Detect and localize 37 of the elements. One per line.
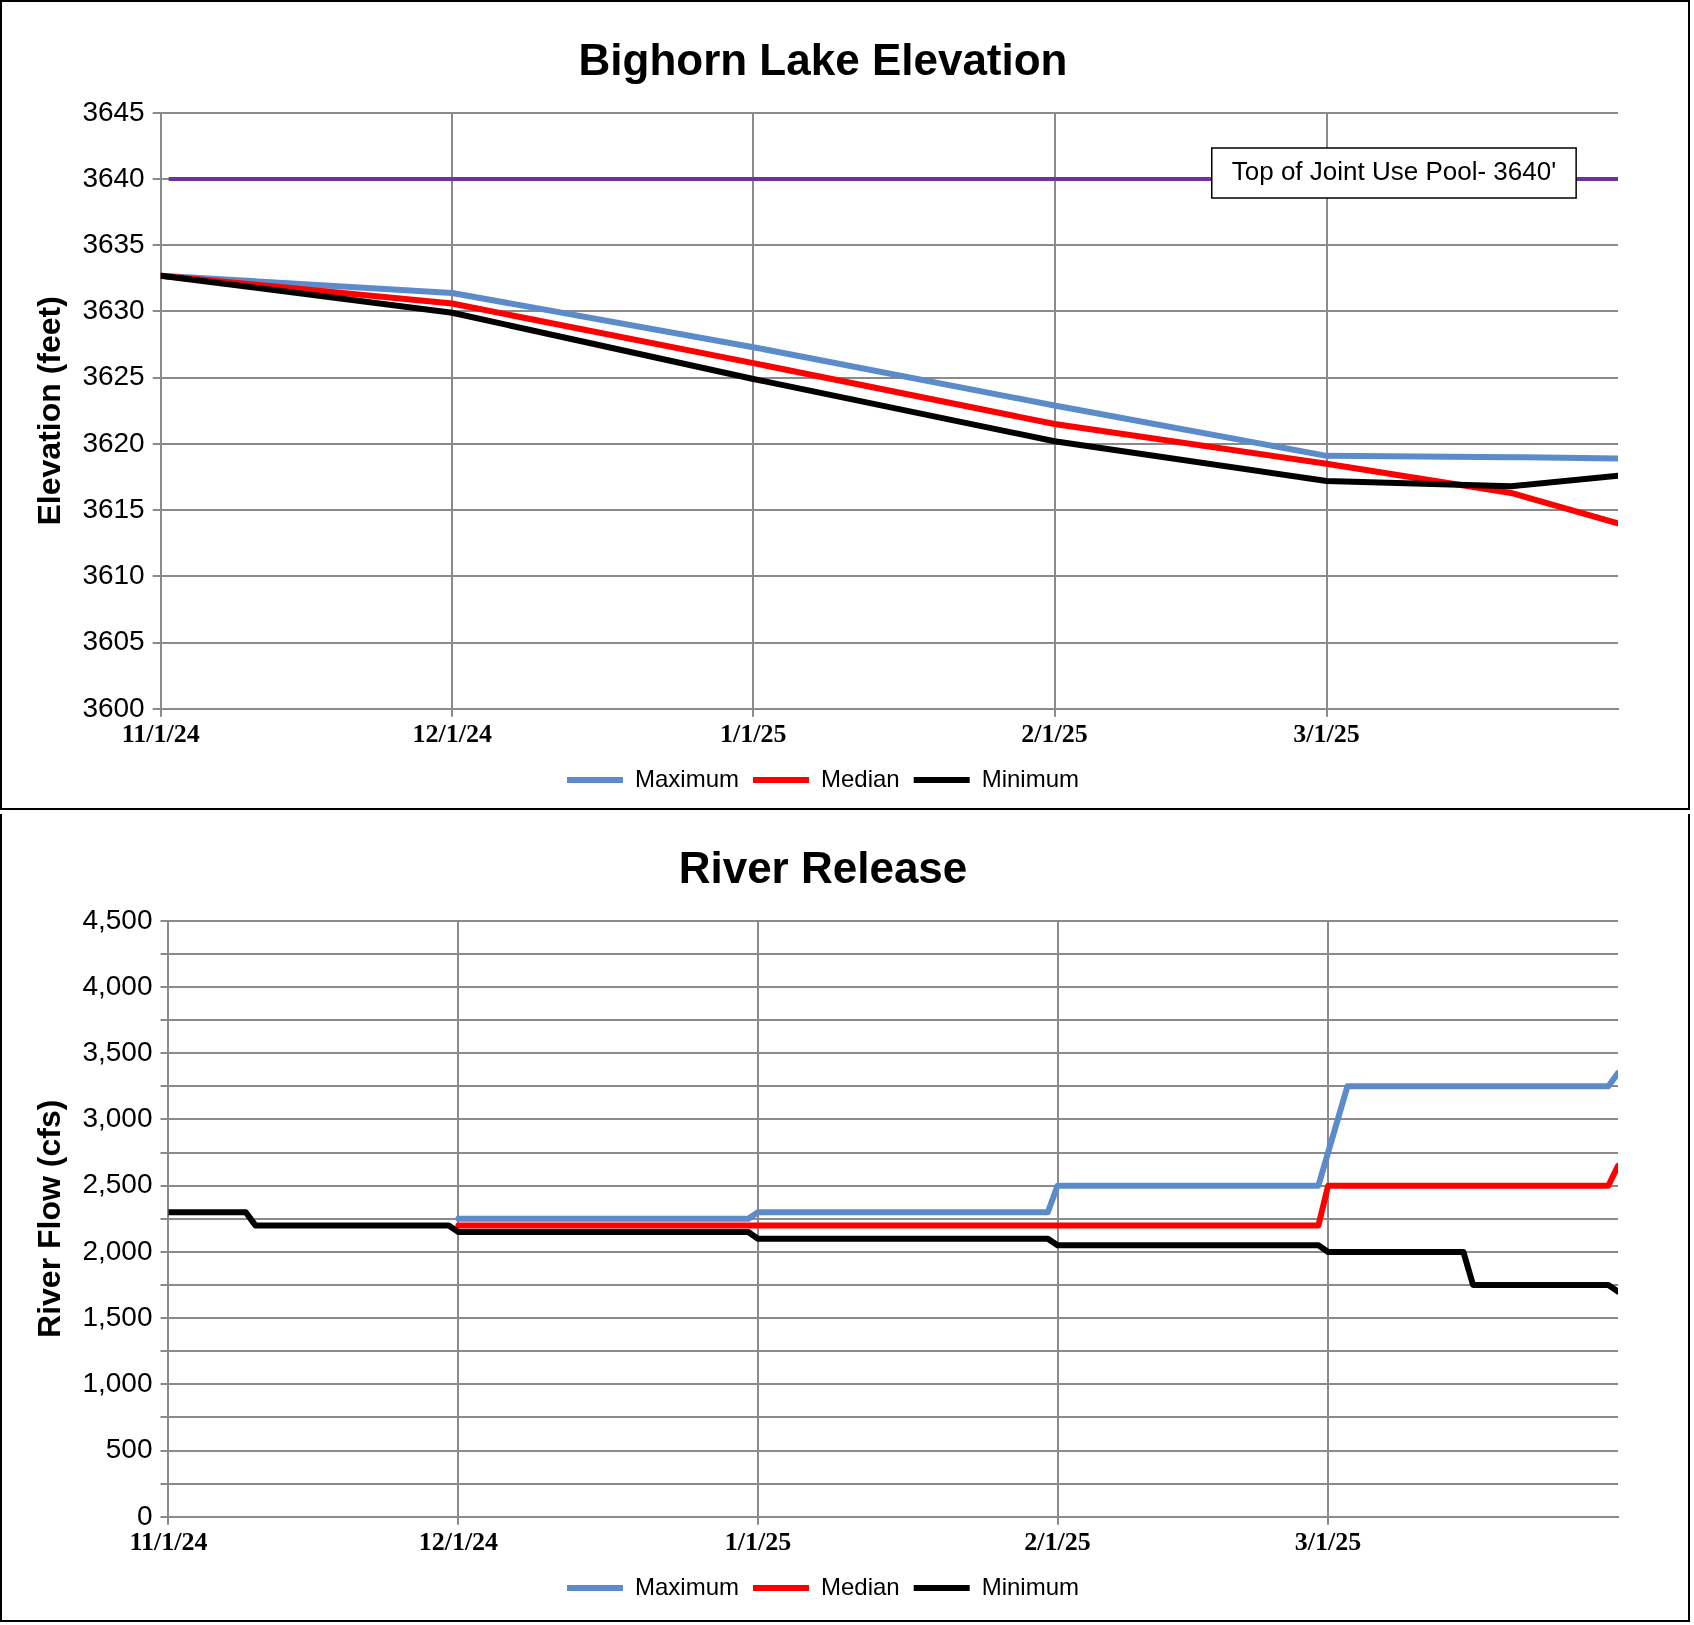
y-tick-label: 3610 [82,559,145,591]
y-tick-label: 3635 [82,227,145,259]
ref-line-label: Top of Joint Use Pool- 3640' [1231,156,1557,187]
y-tick-label: 3605 [82,625,145,657]
y-tick-label: 3,000 [82,1102,153,1134]
y-tick-label: 3620 [82,426,145,458]
y-tick-label: 1,000 [82,1367,153,1399]
legend-label: Maximum [634,1572,739,1600]
x-tick-label: 2/1/25 [1024,1527,1091,1557]
y-tick-label: 3640 [82,161,145,193]
x-tick-label: 3/1/25 [1294,1527,1362,1557]
y-axis-title: Elevation (feet) [31,296,68,526]
y-tick-label: 3645 [82,95,145,127]
y-tick-label: 3615 [82,492,145,524]
y-tick-label: 3,500 [82,1035,153,1067]
y-tick-label: 3630 [82,294,145,326]
x-tick-label: 2/1/25 [1021,719,1088,749]
x-tick-label: 1/1/25 [724,1527,792,1557]
y-tick-label: 4,500 [82,903,153,935]
y-tick-label: 2,500 [82,1168,153,1200]
legend-label: Median [820,1572,900,1600]
x-tick-label: 1/1/25 [720,719,787,749]
x-tick-label: 3/1/25 [1293,719,1360,749]
legend-label: Maximum [634,764,739,792]
y-tick-label: 2,000 [82,1234,153,1266]
legend-label: Minimum [981,764,1080,792]
x-tick-label: 12/1/24 [412,719,492,749]
y-tick-label: 500 [105,1433,153,1465]
chart-title: Bighorn Lake Elevation [578,34,1068,84]
y-tick-label: 3625 [82,360,145,392]
legend-label: Median [820,764,900,792]
legend-label: Minimum [981,1572,1080,1600]
x-tick-label: 12/1/24 [418,1527,499,1557]
chart-title: River Release [678,842,968,892]
y-tick-label: 4,000 [82,969,153,1001]
y-axis-title: River Flow (cfs) [31,1099,68,1338]
y-tick-label: 1,500 [82,1300,153,1332]
